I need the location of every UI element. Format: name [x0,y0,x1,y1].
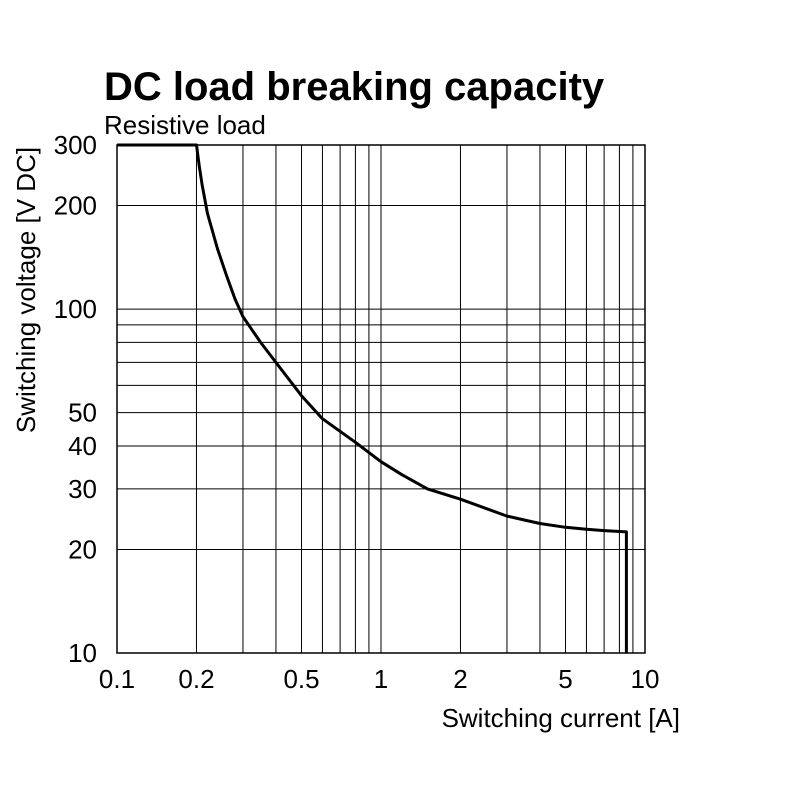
chart-subtitle: Resistive load [104,110,266,140]
y-tick-label: 10 [68,638,97,668]
y-tick-label: 30 [68,474,97,504]
x-axis-label: Switching current [A] [442,703,680,733]
y-tick-label: 300 [54,130,97,160]
chart-title: DC load breaking capacity [104,65,605,109]
y-tick-label: 100 [54,294,97,324]
y-tick-label: 200 [54,191,97,221]
series-group [117,143,628,653]
y-tick-label: 20 [68,534,97,564]
x-tick-label: 2 [453,664,467,694]
y-axis-label: Switching voltage [V DC] [11,147,41,433]
x-tick-labels: 0.1 0.2 0.5 1 2 5 10 [99,664,660,694]
x-tick-label: 0.2 [178,664,214,694]
x-tick-label: 0.5 [283,664,319,694]
series-line [117,143,628,653]
grid [116,144,646,654]
x-tick-label: 10 [631,664,660,694]
y-tick-label: 40 [68,431,97,461]
plot-frame [116,144,646,654]
x-tick-label: 0.1 [99,664,135,694]
x-tick-label: 5 [558,664,572,694]
y-tick-label: 50 [68,398,97,428]
x-tick-label: 1 [374,664,388,694]
